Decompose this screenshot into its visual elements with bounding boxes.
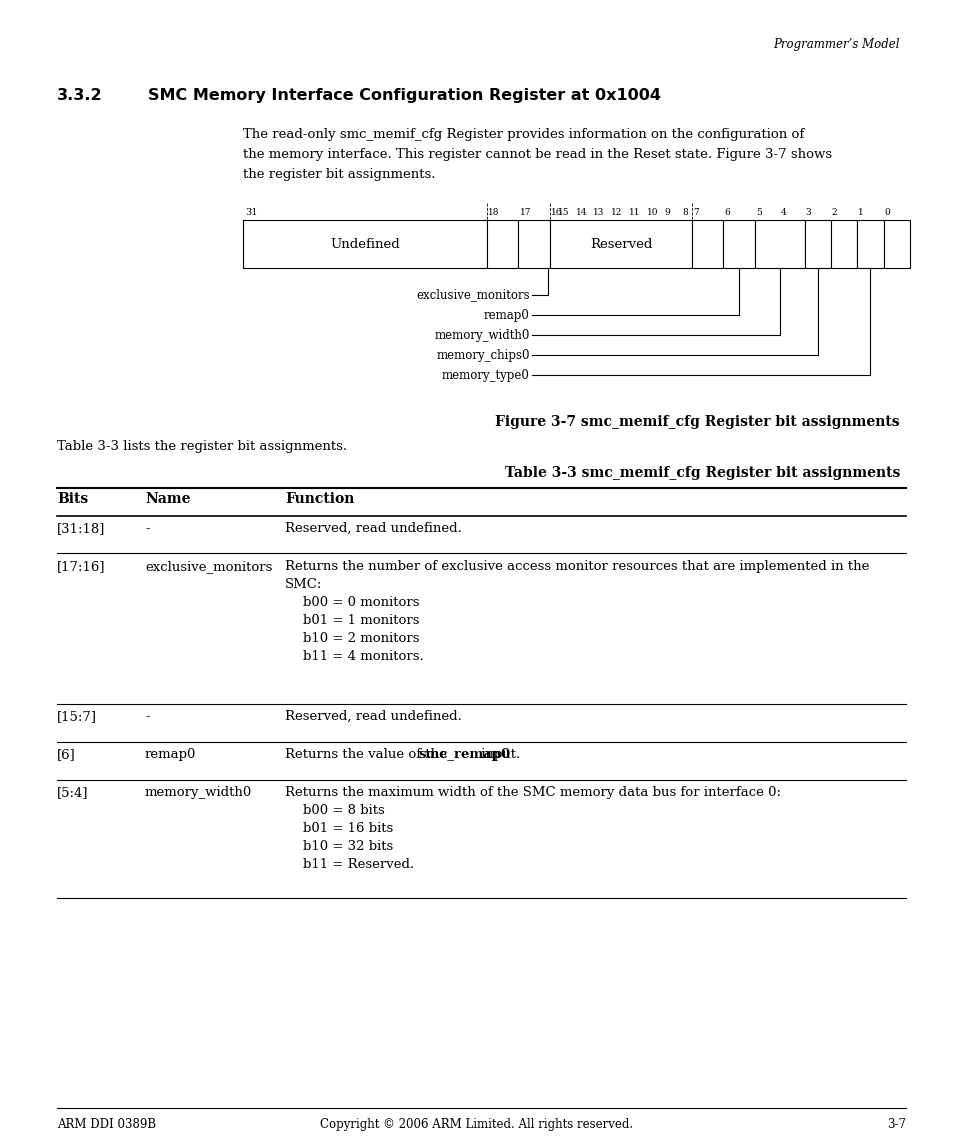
Text: b00 = 8 bits: b00 = 8 bits <box>303 804 384 818</box>
Text: memory_type0: memory_type0 <box>441 369 530 381</box>
Bar <box>882 220 909 268</box>
Text: Name: Name <box>145 492 191 506</box>
Text: the register bit assignments.: the register bit assignments. <box>243 168 435 181</box>
Text: remap0: remap0 <box>483 308 530 322</box>
Text: SMC Memory Interface Configuration Register at 0x1004: SMC Memory Interface Configuration Regis… <box>148 88 660 103</box>
Bar <box>755 220 803 268</box>
Bar <box>830 220 857 268</box>
Text: input.: input. <box>476 748 519 761</box>
Text: Copyright © 2006 ARM Limited. All rights reserved.: Copyright © 2006 ARM Limited. All rights… <box>320 1118 633 1131</box>
Text: Returns the number of exclusive access monitor resources that are implemented in: Returns the number of exclusive access m… <box>285 560 868 572</box>
Bar <box>722 220 755 268</box>
Text: 6: 6 <box>723 208 729 218</box>
Bar <box>518 220 550 268</box>
Text: b10 = 2 monitors: b10 = 2 monitors <box>303 632 419 645</box>
Text: 4: 4 <box>780 208 786 218</box>
Text: b01 = 16 bits: b01 = 16 bits <box>303 822 393 835</box>
Text: 10: 10 <box>646 208 658 218</box>
Text: b11 = 4 monitors.: b11 = 4 monitors. <box>303 650 423 663</box>
Text: 17: 17 <box>519 208 531 218</box>
Text: Bits: Bits <box>57 492 89 506</box>
Text: 13: 13 <box>593 208 604 218</box>
Text: 2: 2 <box>831 208 837 218</box>
Text: remap0: remap0 <box>145 748 196 761</box>
Text: 0: 0 <box>883 208 889 218</box>
Text: memory_width0: memory_width0 <box>145 785 252 799</box>
Text: exclusive_monitors: exclusive_monitors <box>145 560 273 572</box>
Text: 8: 8 <box>681 208 687 218</box>
Text: [5:4]: [5:4] <box>57 785 89 799</box>
Text: SMC:: SMC: <box>285 578 322 591</box>
Text: [15:7]: [15:7] <box>57 710 97 722</box>
Text: Programmer’s Model: Programmer’s Model <box>773 38 899 52</box>
Text: memory_width0: memory_width0 <box>435 329 530 341</box>
Text: [31:18]: [31:18] <box>57 522 105 535</box>
Text: 7: 7 <box>692 208 698 218</box>
Text: Undefined: Undefined <box>330 237 399 251</box>
Text: b11 = Reserved.: b11 = Reserved. <box>303 858 414 871</box>
Bar <box>857 220 882 268</box>
Text: -: - <box>145 710 150 722</box>
Text: memory_chips0: memory_chips0 <box>436 348 530 362</box>
Text: Returns the value of the: Returns the value of the <box>285 748 451 761</box>
Text: 5: 5 <box>756 208 761 218</box>
Text: 9: 9 <box>663 208 669 218</box>
Text: Figure 3-7 smc_memif_cfg Register bit assignments: Figure 3-7 smc_memif_cfg Register bit as… <box>495 414 899 429</box>
Bar <box>486 220 518 268</box>
Text: The read-only smc_memif_cfg Register provides information on the configuration o: The read-only smc_memif_cfg Register pro… <box>243 128 803 141</box>
Text: 3-7: 3-7 <box>886 1118 905 1131</box>
Text: 16: 16 <box>551 208 562 218</box>
Text: [17:16]: [17:16] <box>57 560 106 572</box>
Text: Returns the maximum width of the SMC memory data bus for interface 0:: Returns the maximum width of the SMC mem… <box>285 785 781 799</box>
Text: 14: 14 <box>575 208 587 218</box>
Text: Table 3-3 lists the register bit assignments.: Table 3-3 lists the register bit assignm… <box>57 440 347 453</box>
Text: Table 3-3 smc_memif_cfg Register bit assignments: Table 3-3 smc_memif_cfg Register bit ass… <box>504 466 899 480</box>
Text: b00 = 0 monitors: b00 = 0 monitors <box>303 597 419 609</box>
Text: 18: 18 <box>487 208 498 218</box>
Text: Reserved: Reserved <box>589 237 652 251</box>
Text: smc_remap0: smc_remap0 <box>418 748 511 761</box>
Text: [6]: [6] <box>57 748 75 761</box>
Text: exclusive_monitors: exclusive_monitors <box>416 289 530 301</box>
Text: Reserved, read undefined.: Reserved, read undefined. <box>285 522 461 535</box>
Text: b10 = 32 bits: b10 = 32 bits <box>303 840 393 853</box>
Text: 15: 15 <box>558 208 569 218</box>
Bar <box>691 220 722 268</box>
Text: the memory interface. This register cannot be read in the Reset state. Figure 3-: the memory interface. This register cann… <box>243 148 831 161</box>
Text: Function: Function <box>285 492 354 506</box>
Text: Reserved, read undefined.: Reserved, read undefined. <box>285 710 461 722</box>
Bar <box>243 220 486 268</box>
Text: ARM DDI 0389B: ARM DDI 0389B <box>57 1118 156 1131</box>
Bar <box>550 220 691 268</box>
Text: 31: 31 <box>245 208 257 218</box>
Text: 1: 1 <box>858 208 863 218</box>
Text: b01 = 1 monitors: b01 = 1 monitors <box>303 614 419 627</box>
Bar <box>803 220 830 268</box>
Text: 3: 3 <box>804 208 810 218</box>
Text: 11: 11 <box>628 208 639 218</box>
Text: 3.3.2: 3.3.2 <box>57 88 103 103</box>
Text: -: - <box>145 522 150 535</box>
Text: 12: 12 <box>611 208 622 218</box>
